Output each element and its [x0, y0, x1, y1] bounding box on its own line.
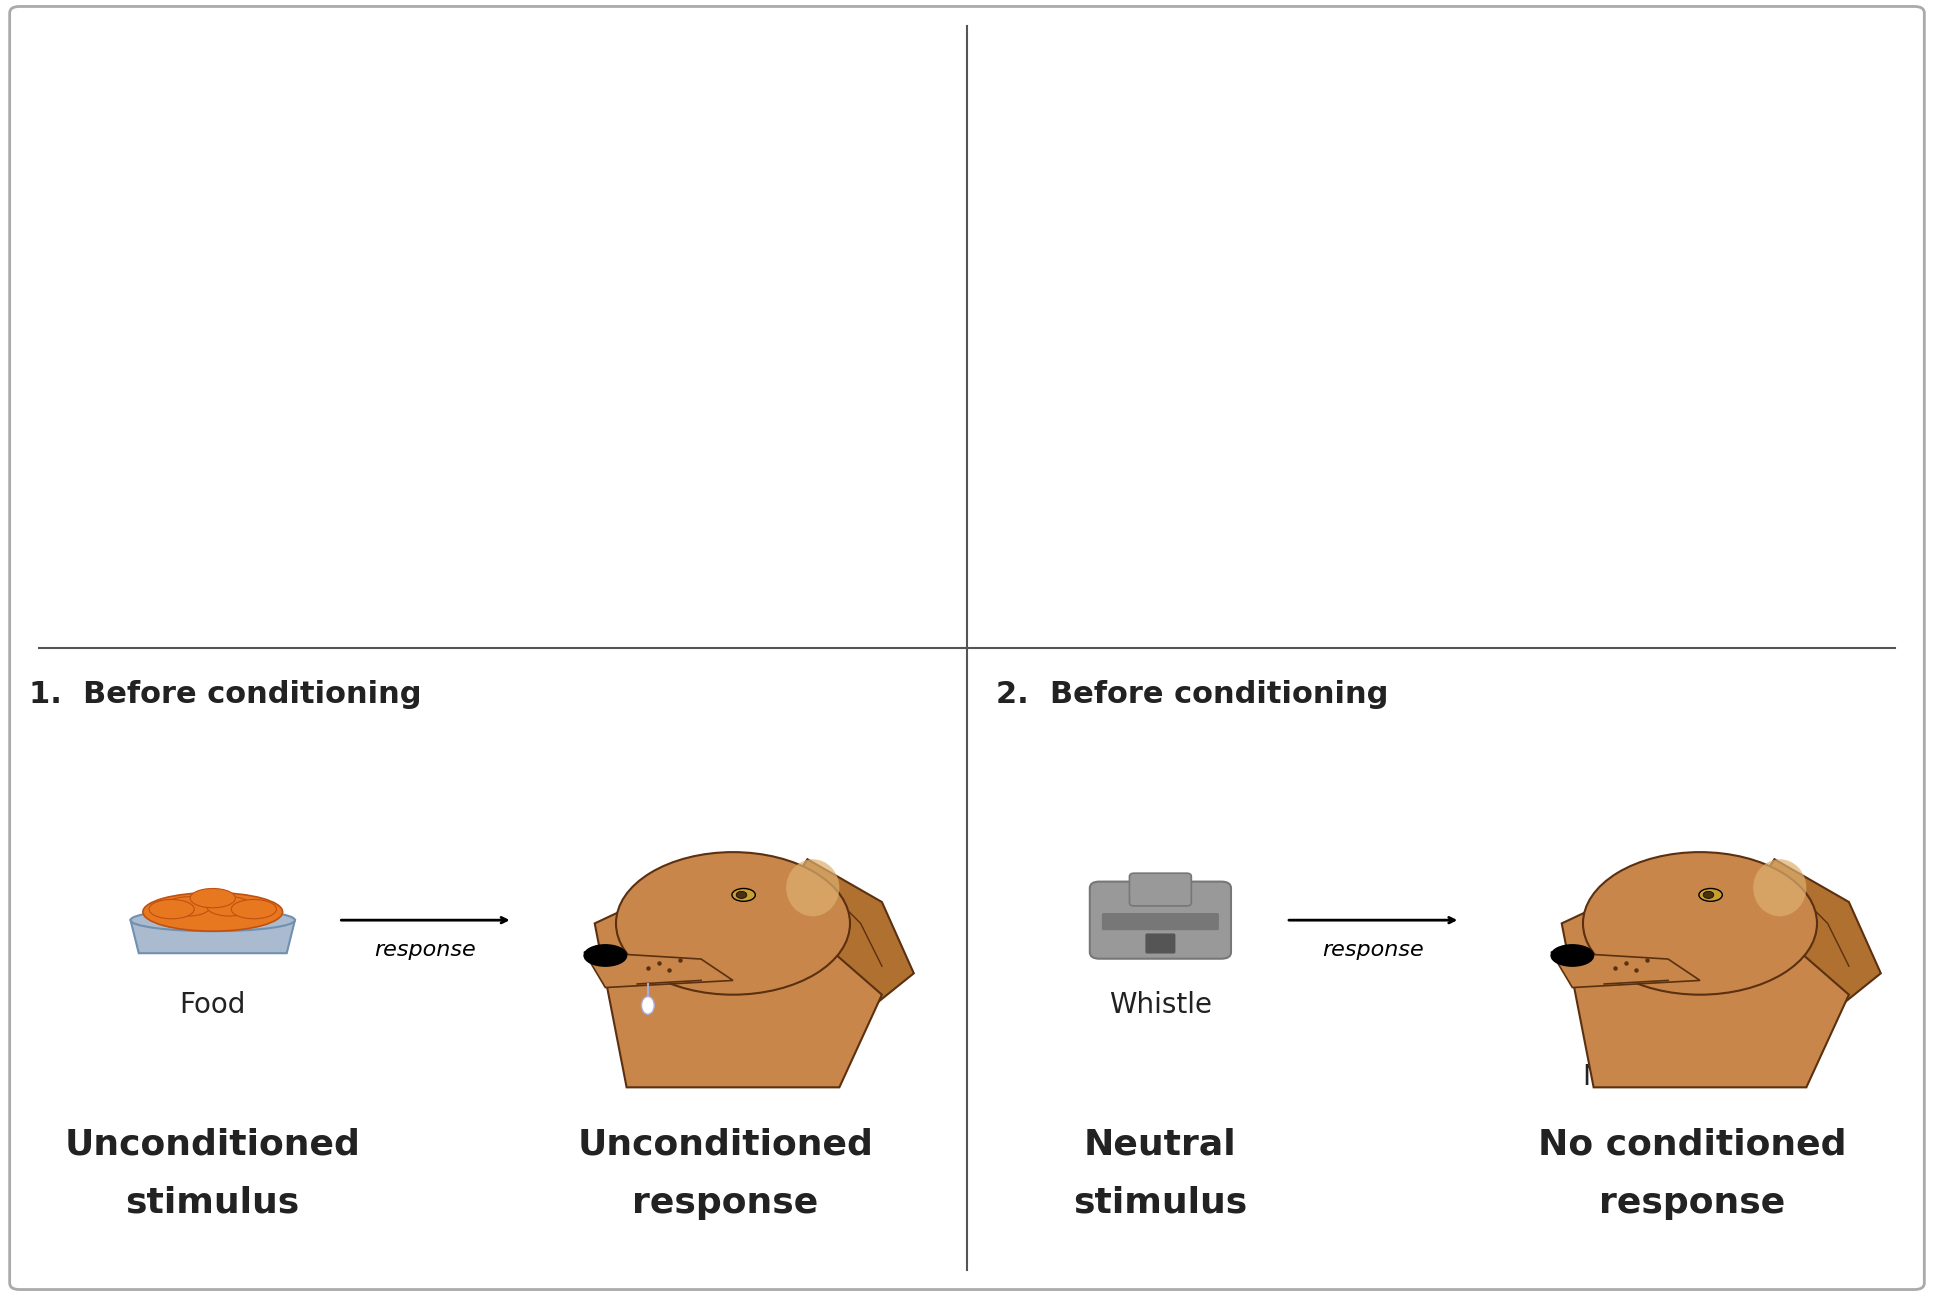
Text: stimulus: stimulus [1073, 1186, 1247, 1220]
Ellipse shape [737, 892, 747, 898]
FancyBboxPatch shape [1091, 881, 1232, 959]
Ellipse shape [132, 910, 296, 931]
Ellipse shape [232, 899, 277, 919]
Ellipse shape [1698, 889, 1723, 901]
Text: Unconditioned: Unconditioned [66, 1128, 360, 1161]
Polygon shape [584, 951, 733, 988]
Ellipse shape [207, 897, 251, 916]
Polygon shape [1733, 859, 1882, 1016]
Ellipse shape [1582, 853, 1818, 995]
Text: Food: Food [180, 991, 246, 1020]
Ellipse shape [584, 945, 627, 967]
Text: stimulus: stimulus [126, 1186, 300, 1220]
Text: response: response [1599, 1186, 1785, 1220]
Text: No conditioned: No conditioned [1538, 1128, 1847, 1161]
Ellipse shape [190, 889, 236, 907]
Text: response: response [375, 940, 476, 959]
Text: Unconditioned: Unconditioned [578, 1128, 872, 1161]
Text: response: response [1323, 940, 1423, 959]
Polygon shape [766, 859, 915, 1016]
Polygon shape [132, 920, 296, 954]
FancyBboxPatch shape [1145, 933, 1176, 954]
Polygon shape [1551, 951, 1700, 988]
Text: Whistle: Whistle [1108, 991, 1213, 1020]
Ellipse shape [785, 859, 839, 916]
Ellipse shape [731, 889, 756, 901]
FancyBboxPatch shape [1129, 874, 1191, 906]
FancyBboxPatch shape [1102, 912, 1218, 931]
Ellipse shape [642, 997, 654, 1015]
Ellipse shape [615, 853, 851, 995]
Text: 2.  Before conditioning: 2. Before conditioning [996, 680, 1389, 709]
Ellipse shape [1704, 892, 1714, 898]
Text: Salivation: Salivation [629, 1063, 764, 1091]
Polygon shape [1563, 874, 1849, 1087]
Text: 1.  Before conditioning: 1. Before conditioning [29, 680, 422, 709]
Ellipse shape [1551, 945, 1594, 967]
Ellipse shape [1754, 859, 1806, 916]
Ellipse shape [166, 897, 211, 916]
Polygon shape [596, 874, 882, 1087]
Text: No salivation: No salivation [1582, 1063, 1764, 1091]
Ellipse shape [149, 899, 193, 919]
Ellipse shape [143, 893, 282, 931]
Text: Neutral: Neutral [1085, 1128, 1236, 1161]
Text: response: response [632, 1186, 818, 1220]
